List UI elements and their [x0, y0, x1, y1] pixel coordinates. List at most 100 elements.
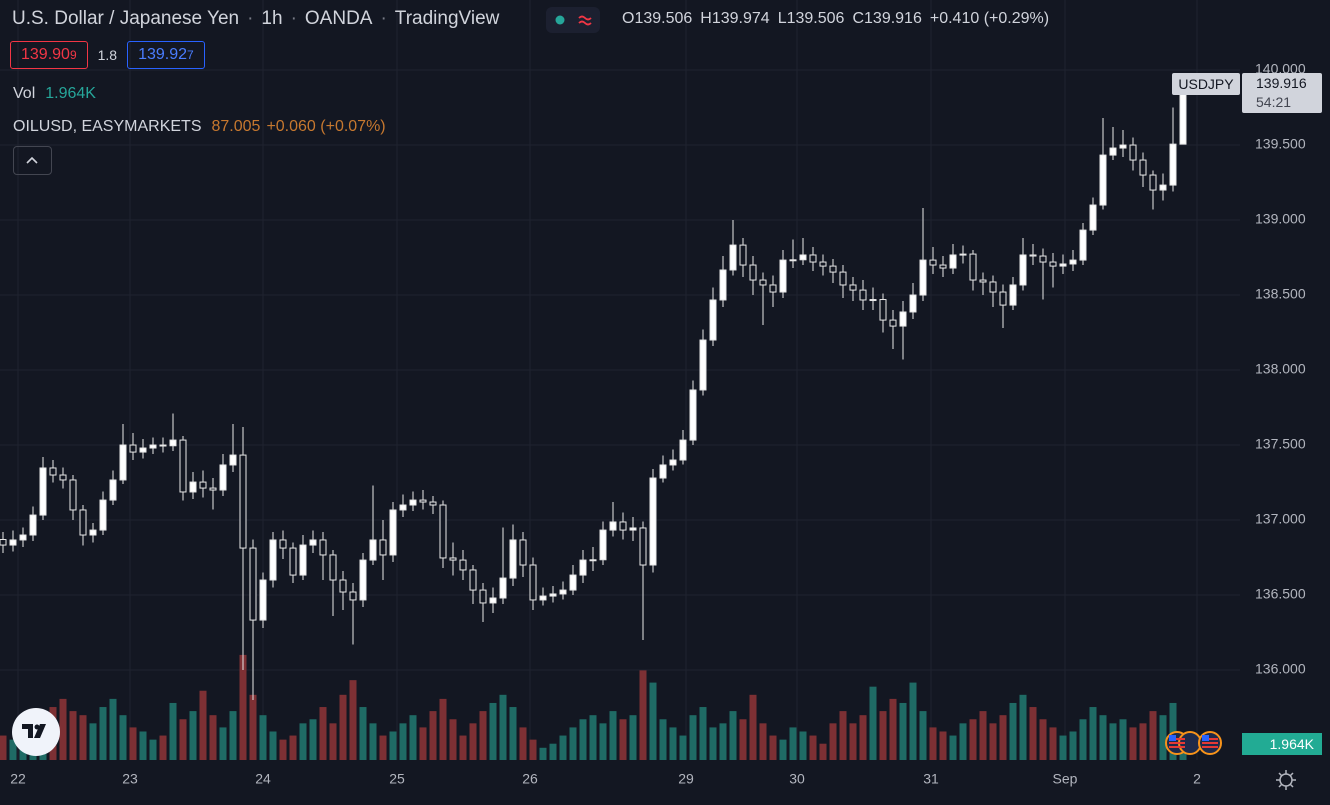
- volume-bar: [119, 715, 127, 760]
- volume-bar: [269, 731, 277, 760]
- volume-bar: [619, 719, 627, 760]
- ask-pip: 7: [187, 48, 194, 62]
- volume-bar: [9, 739, 17, 760]
- candle-body: [1069, 259, 1077, 265]
- volume-bar: [819, 743, 827, 760]
- candle-body: [719, 269, 727, 301]
- candle-body: [989, 281, 997, 293]
- candle-body: [179, 439, 187, 493]
- high-label: H: [700, 10, 712, 27]
- candle-body: [69, 479, 77, 511]
- x-tick-label: 30: [789, 771, 805, 787]
- volume-bar: [879, 711, 887, 760]
- candle-body: [169, 439, 177, 447]
- volume-bar: [129, 727, 137, 760]
- badge-symbol: USDJPY: [1172, 72, 1240, 95]
- candle-body: [389, 509, 397, 556]
- candle-body: [819, 261, 827, 267]
- candle-body: [279, 539, 287, 549]
- volume-legend: Vol 1.964K: [13, 85, 96, 103]
- candle-body: [469, 569, 477, 591]
- volume-bar: [949, 735, 957, 760]
- candle-body: [669, 459, 677, 466]
- event-icons[interactable]: [1165, 731, 1222, 755]
- candle-body: [1009, 284, 1017, 306]
- price-badge: USDJPY 139.916 54:21: [1172, 72, 1322, 113]
- volume-bar: [349, 680, 357, 760]
- volume-bar: [939, 731, 947, 760]
- y-tick-label: 136.000: [1255, 661, 1306, 677]
- volume-bar: [909, 682, 917, 760]
- candle-body: [119, 444, 127, 481]
- volume-bar: [689, 715, 697, 760]
- candle-body: [219, 464, 227, 491]
- x-tick-label: 23: [122, 771, 138, 787]
- volume-bar: [259, 715, 267, 760]
- volume-bar: [279, 739, 287, 760]
- volume-bar: [539, 747, 547, 760]
- candle-body: [409, 499, 417, 506]
- volume-bar: [889, 698, 897, 760]
- volume-bar: [679, 735, 687, 760]
- sell-button[interactable]: 139.909: [10, 41, 88, 69]
- candle-body: [789, 259, 797, 262]
- candle-body: [839, 271, 847, 286]
- volume-bar: [1099, 715, 1107, 760]
- volume-bar: [249, 694, 257, 760]
- candle-body: [999, 291, 1007, 306]
- volume-bar: [639, 670, 647, 760]
- candle-body: [309, 539, 317, 546]
- candle-body: [1019, 254, 1027, 286]
- candle-body: [769, 284, 777, 293]
- volume-bar: [799, 731, 807, 760]
- candle-body: [609, 521, 617, 531]
- candle-body: [59, 474, 67, 481]
- collapse-button[interactable]: [13, 146, 52, 175]
- volume-bar: [89, 723, 97, 760]
- overlay-change: +0.060 (+0.07%): [266, 118, 386, 135]
- candle-body: [1049, 261, 1057, 267]
- volume-bar: [809, 735, 817, 760]
- volume-bar: [1119, 719, 1127, 760]
- volume-bar: [69, 711, 77, 760]
- candle-body: [449, 557, 457, 561]
- volume-bar: [989, 723, 997, 760]
- candle-body: [709, 299, 717, 341]
- badge-price-box: 139.916 54:21: [1242, 72, 1322, 113]
- volume-bar: [739, 719, 747, 760]
- volume-bar: [1079, 719, 1087, 760]
- volume-bar: [859, 715, 867, 760]
- volume-bar: [1149, 711, 1157, 760]
- interval[interactable]: 1h: [261, 8, 283, 29]
- overlay-symbol: OILUSD, EASYMARKETS: [13, 118, 202, 135]
- candle-body: [1159, 184, 1167, 191]
- candle-body: [689, 389, 697, 441]
- candle-body: [539, 595, 547, 601]
- candle-body: [239, 454, 247, 549]
- settings-button[interactable]: [1276, 770, 1296, 790]
- candle-body: [879, 299, 887, 321]
- buy-button[interactable]: 139.927: [127, 41, 205, 69]
- candle-body: [479, 589, 487, 604]
- status-pill[interactable]: [546, 7, 600, 33]
- volume-bar: [549, 743, 557, 760]
- candle-body: [419, 499, 427, 503]
- volume-bar: [649, 682, 657, 760]
- x-tick-label: 31: [923, 771, 939, 787]
- volume-value: 1.964K: [45, 85, 96, 102]
- candle-body: [1089, 204, 1097, 231]
- candle-body: [189, 481, 197, 493]
- candle-body: [9, 539, 17, 546]
- ohlc-legend: O 139.506 H 139.974 L 139.506 C 139.916 +0.4…: [622, 10, 1049, 28]
- candle-body: [459, 559, 467, 571]
- volume-bar: [379, 735, 387, 760]
- y-tick-label: 138.500: [1255, 286, 1306, 302]
- y-tick-label: 137.000: [1255, 511, 1306, 527]
- candle-body: [699, 339, 707, 391]
- volume-bar: [779, 739, 787, 760]
- volume-bar: [99, 707, 107, 760]
- volume-bar: [709, 727, 717, 760]
- high-value: 139.974: [711, 10, 770, 27]
- candle-body: [619, 521, 627, 531]
